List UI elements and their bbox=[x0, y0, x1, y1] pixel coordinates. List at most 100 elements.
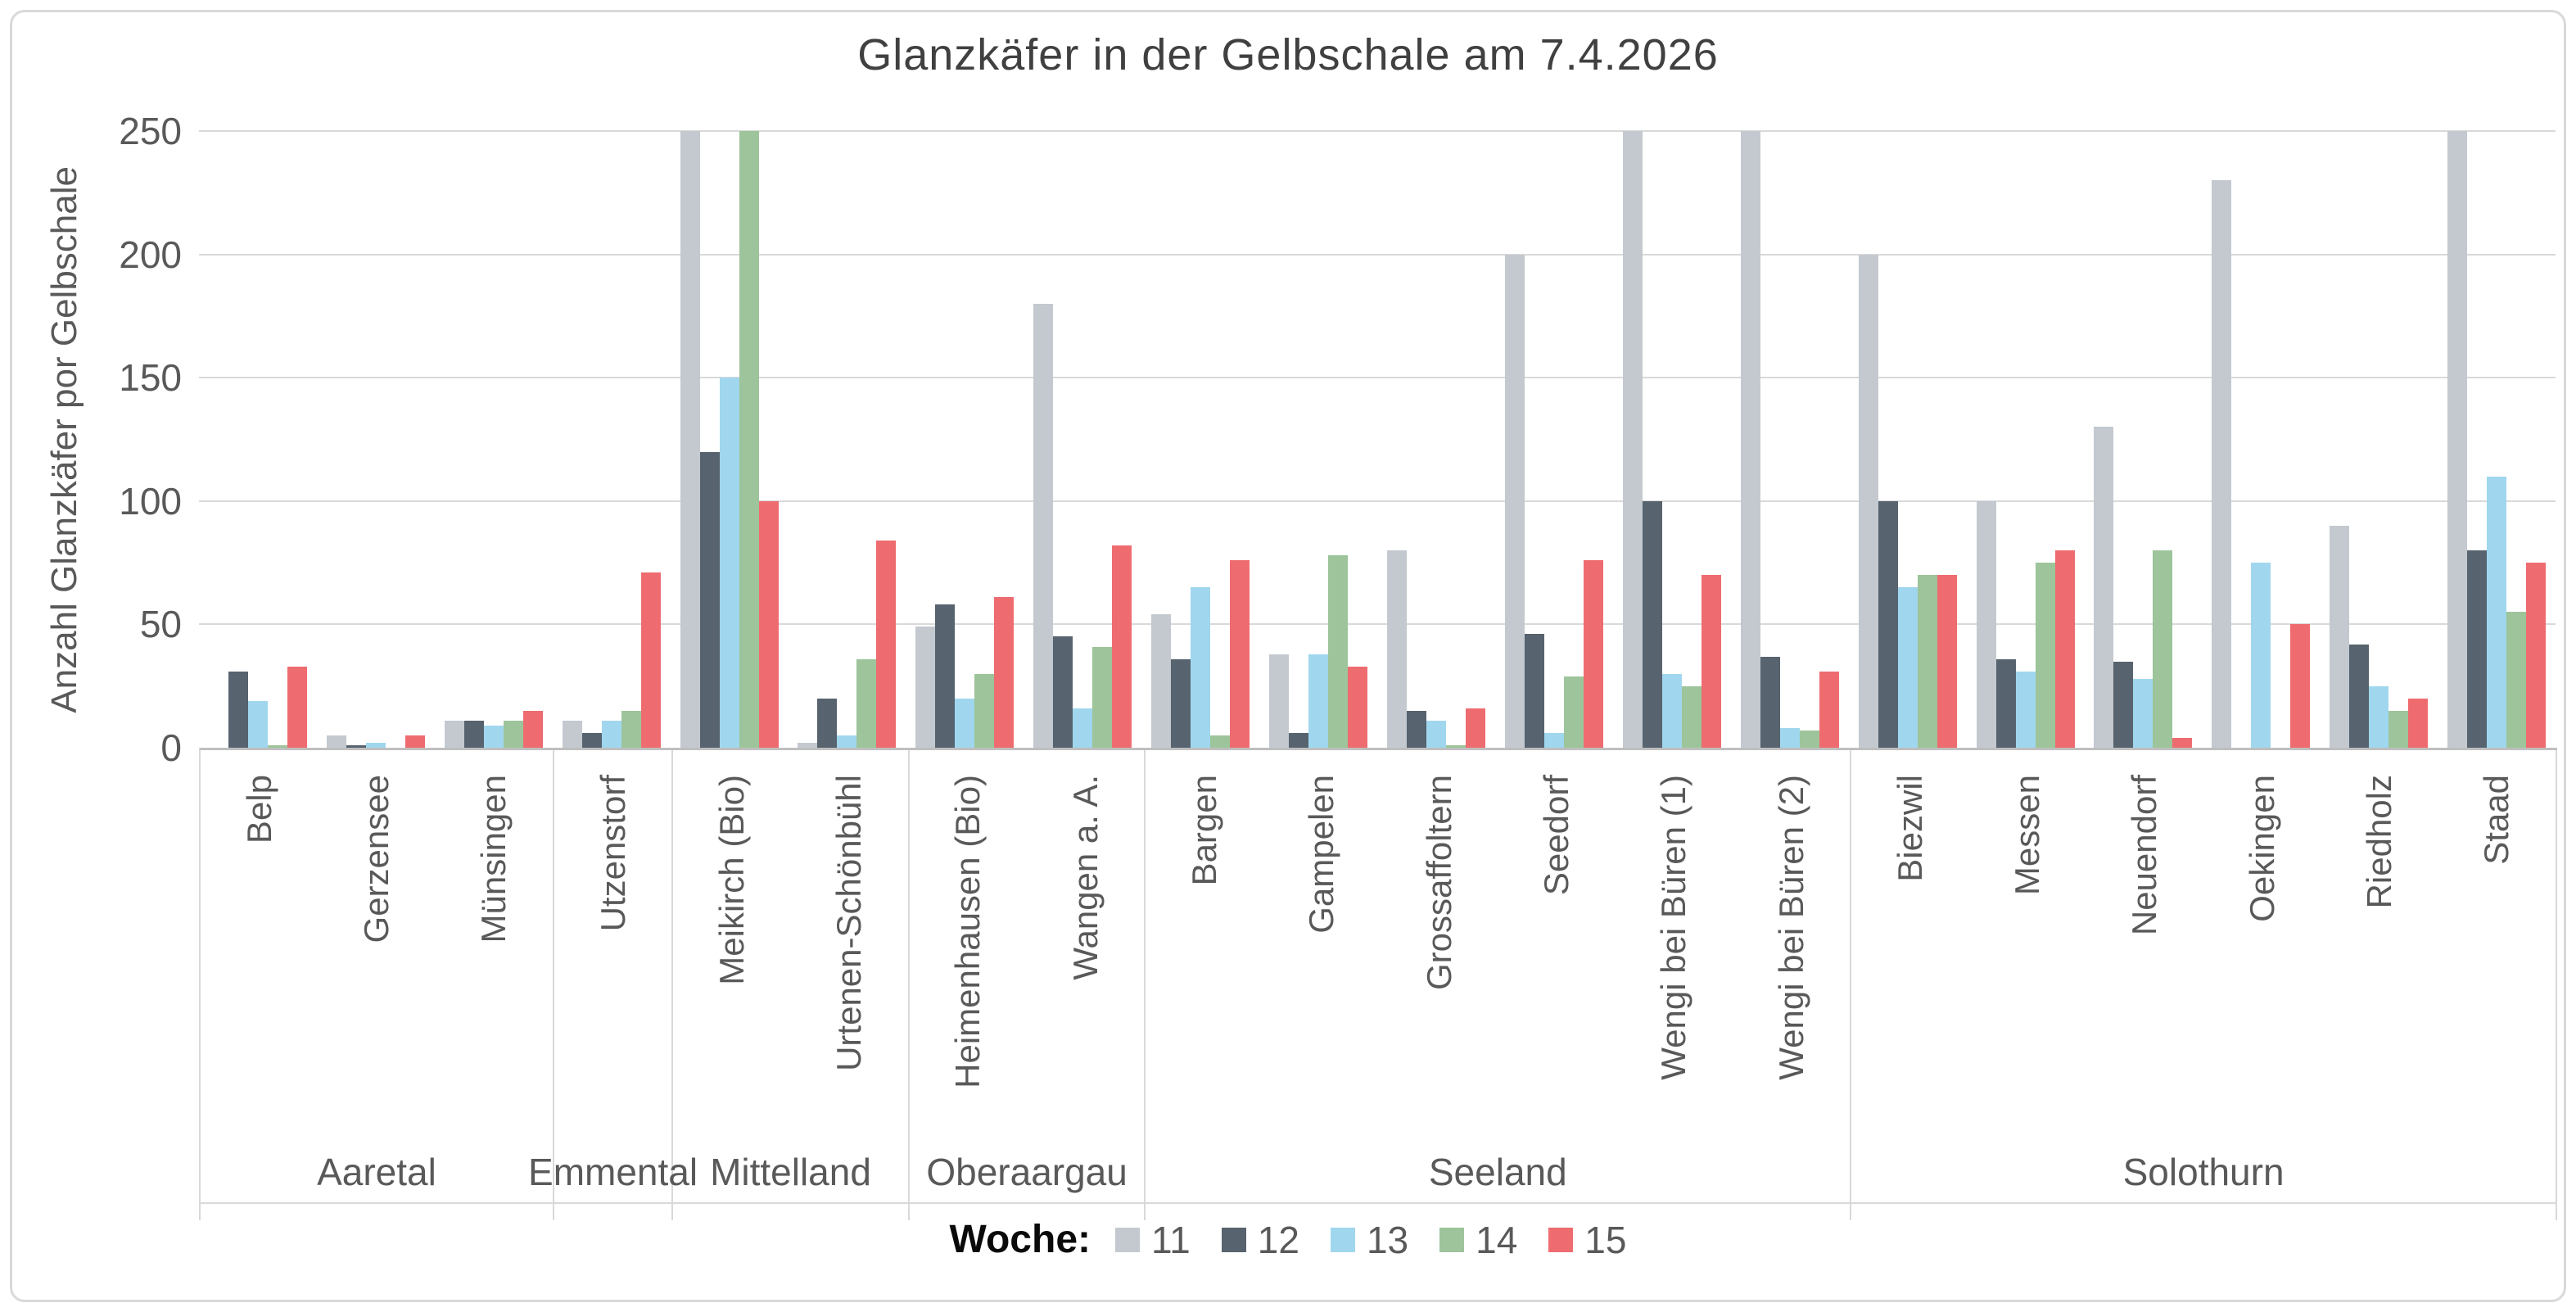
region-label: Seeland bbox=[1428, 1151, 1567, 1193]
location-label: Messen bbox=[2008, 775, 2047, 896]
legend-swatch bbox=[1115, 1227, 1140, 1252]
bar bbox=[1976, 500, 1996, 748]
bar bbox=[463, 720, 484, 748]
bar-group bbox=[2320, 131, 2438, 748]
bar bbox=[699, 451, 720, 748]
location-label: Oekingen bbox=[2242, 775, 2281, 922]
bar-group bbox=[671, 131, 789, 748]
bar bbox=[2133, 678, 2153, 748]
location-label: Gerzensee bbox=[356, 775, 395, 943]
location-label-row: Belp Gerzensee Münsingen bbox=[201, 750, 553, 1142]
region-label: Aaretal bbox=[317, 1151, 436, 1193]
bar bbox=[1897, 587, 1918, 748]
location-label-cell: Bargen bbox=[1146, 750, 1263, 1142]
location-label-cell: Gerzensee bbox=[318, 750, 435, 1142]
bar bbox=[817, 698, 838, 748]
bar bbox=[1701, 575, 1721, 748]
bar bbox=[1779, 727, 1800, 748]
location-label-cell: Neuendorf bbox=[2086, 750, 2203, 1142]
bar bbox=[1466, 708, 1486, 748]
region-section: Heimenhausen (Bio) Wangen a. A. Oberaargau bbox=[910, 750, 1146, 1220]
bar bbox=[798, 742, 818, 748]
bar bbox=[2330, 525, 2350, 748]
bar bbox=[1583, 560, 1603, 748]
location-label-cell: Münsingen bbox=[436, 750, 553, 1142]
location-label-cell: Belp bbox=[201, 750, 318, 1142]
legend-item-label: 12 bbox=[1257, 1218, 1299, 1261]
bar-group bbox=[435, 131, 553, 748]
plot-area bbox=[199, 130, 2556, 748]
location-label: Staad bbox=[2477, 775, 2516, 865]
location-label: Wengi bei Büren (2) bbox=[1771, 775, 1810, 1080]
location-label: Wengi bei Büren (1) bbox=[1654, 775, 1693, 1080]
bar bbox=[719, 378, 739, 748]
legend-item: 14 bbox=[1439, 1218, 1517, 1262]
bar-group bbox=[789, 131, 906, 748]
bar bbox=[1171, 658, 1191, 748]
location-label: Bargen bbox=[1185, 775, 1224, 886]
bar bbox=[1387, 550, 1408, 748]
bar bbox=[326, 735, 346, 748]
legend-item-label: 15 bbox=[1584, 1218, 1627, 1261]
bar bbox=[1191, 587, 1211, 748]
bar-group bbox=[1024, 131, 1141, 748]
region-section: Biezwil Messen Neuendorf Oekingen Riedholz St… bbox=[1851, 750, 2557, 1220]
location-label-row: Meikirch (Bio) Urtenen-Schönbühl bbox=[673, 750, 908, 1142]
bar bbox=[404, 735, 425, 748]
legend-swatch bbox=[1439, 1227, 1465, 1252]
bar bbox=[915, 627, 936, 748]
bar bbox=[2487, 476, 2507, 748]
bar bbox=[2212, 180, 2232, 748]
bar-group bbox=[2202, 131, 2320, 748]
bar bbox=[1622, 131, 1643, 748]
y-tick-label: 150 bbox=[119, 356, 182, 400]
bar bbox=[1407, 710, 1427, 748]
location-label-cell: Urtenen-Schönbühl bbox=[791, 750, 908, 1142]
legend-swatch bbox=[1330, 1227, 1355, 1252]
location-label-cell: Biezwil bbox=[1851, 750, 1968, 1142]
y-tick-label: 50 bbox=[139, 603, 182, 646]
location-label: Belp bbox=[239, 775, 278, 844]
legend-swatch bbox=[1221, 1227, 1246, 1252]
bar bbox=[2113, 661, 2134, 748]
bar bbox=[287, 666, 307, 748]
bar bbox=[1661, 673, 1682, 748]
location-label: Meikirch (Bio) bbox=[712, 775, 751, 985]
bar bbox=[581, 732, 602, 748]
bar bbox=[247, 700, 268, 748]
legend-item-label: 14 bbox=[1476, 1218, 1518, 1261]
region-label: Solothurn bbox=[2122, 1151, 2285, 1193]
location-label-cell: Staad bbox=[2438, 750, 2556, 1142]
location-label-cell: Seedorf bbox=[1498, 750, 1615, 1142]
bar bbox=[1799, 730, 1819, 748]
location-label-cell: Wengi bei Büren (2) bbox=[1733, 750, 1850, 1142]
bar bbox=[1426, 720, 1447, 748]
legend-item: 13 bbox=[1330, 1218, 1408, 1262]
bar-group bbox=[1259, 131, 1377, 748]
region-section: Belp Gerzensee Münsingen Aaretal bbox=[199, 750, 554, 1220]
bar bbox=[1112, 545, 1132, 748]
region-section: Meikirch (Bio) Urtenen-Schönbühl Mittellan… bbox=[673, 750, 910, 1220]
bar bbox=[680, 131, 700, 748]
bar-group bbox=[1377, 131, 1495, 748]
bar bbox=[1740, 131, 1760, 748]
bar bbox=[1289, 732, 1309, 748]
bar bbox=[228, 671, 248, 748]
bar bbox=[1230, 560, 1250, 748]
region-label: Mittelland bbox=[710, 1151, 871, 1193]
bar-group bbox=[1849, 131, 1967, 748]
bar bbox=[856, 658, 877, 748]
bar bbox=[1328, 555, 1349, 748]
bar bbox=[1760, 656, 1780, 748]
location-label-cell: Oekingen bbox=[2203, 750, 2321, 1142]
bar bbox=[876, 541, 897, 748]
location-label-cell: Heimenhausen (Bio) bbox=[910, 750, 1027, 1142]
location-label-row: Heimenhausen (Bio) Wangen a. A. bbox=[910, 750, 1145, 1142]
location-label: Münsingen bbox=[474, 775, 513, 943]
bar bbox=[2054, 550, 2075, 748]
bar bbox=[1053, 636, 1073, 748]
bar-group bbox=[2438, 131, 2556, 748]
bar bbox=[483, 725, 504, 748]
location-label-cell: Messen bbox=[1968, 750, 2086, 1142]
